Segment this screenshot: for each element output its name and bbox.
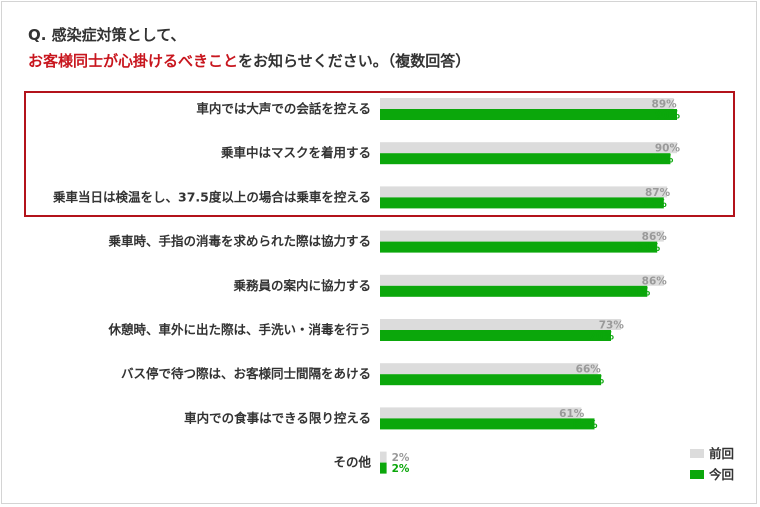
bar-previous (380, 274, 664, 286)
value-label-current: 2% (392, 463, 410, 475)
value-label-previous: 87% (645, 187, 671, 199)
value-label-current: 84% (635, 242, 661, 254)
category-label: 乗車中はマスクを着用する (220, 145, 371, 160)
value-label-current: 90% (655, 110, 681, 122)
title-rest-text: をお知らせください。（複数回答） (238, 52, 471, 70)
bar-current (380, 241, 658, 253)
value-label-previous: 61% (559, 408, 585, 420)
highlight-box (24, 91, 735, 217)
bar-current (380, 462, 387, 474)
legend-label-current: 今回 (708, 467, 734, 482)
value-label-current: 67% (579, 375, 605, 387)
title-highlight-text: お客様同士が心掛けるべきこと (28, 52, 239, 70)
legend-swatch-previous (690, 449, 704, 458)
bar-current (380, 109, 677, 120)
bar-current (380, 330, 611, 341)
bar-previous (380, 186, 668, 198)
question-title: Q. 感染症対策として、 お客様同士が心掛けるべきことをお知らせください。（複数… (28, 22, 470, 74)
bar-current (380, 153, 671, 165)
category-label: その他 (333, 455, 371, 470)
value-label-current: 70% (589, 331, 615, 343)
bar-current (380, 197, 664, 209)
value-label-current: 86% (642, 198, 668, 210)
value-label-previous: 86% (642, 275, 668, 287)
bar-previous (380, 230, 664, 242)
value-label-current: 88% (648, 154, 674, 166)
value-label-previous: 89% (652, 99, 678, 111)
value-label-previous: 66% (576, 364, 602, 376)
legend-swatch-current (690, 470, 704, 479)
category-label: バス停で待つ際は、お客様同士間隔をあける (121, 366, 371, 381)
category-label: 車内での食事はできる限り控える (184, 410, 371, 425)
bar-previous (380, 451, 387, 463)
bar-previous (380, 407, 582, 419)
category-label: 乗車時、手指の消毒を求められた際は協力する (107, 234, 371, 249)
legend-label-previous: 前回 (709, 446, 734, 461)
category-label: 乗務員の案内に協力する (232, 278, 371, 293)
category-label: 乗車当日は検温をし、37.5度以上の場合は乗車を控える (52, 189, 371, 204)
bar-current (380, 374, 602, 386)
value-label-current: 65% (572, 419, 598, 431)
value-label-previous: 90% (655, 143, 681, 155)
category-label: 車内では大声での会話を控える (196, 101, 371, 116)
title-line-2: お客様同士が心掛けるべきことをお知らせください。（複数回答） (28, 48, 470, 74)
value-label-previous: 86% (642, 231, 668, 243)
value-label-current: 81% (625, 286, 651, 298)
category-label: 休憩時、車外に出た際は、手洗い・消毒を行う (107, 322, 371, 337)
value-label-previous: 2% (392, 452, 410, 464)
bar-current (380, 418, 595, 430)
bar-previous (380, 319, 621, 330)
bar-previous (380, 142, 677, 154)
bar-previous (380, 363, 598, 375)
bar-current (380, 285, 648, 297)
value-label-previous: 73% (599, 320, 625, 332)
title-line-1: Q. 感染症対策として、 (28, 26, 186, 44)
bar-previous (380, 98, 674, 109)
